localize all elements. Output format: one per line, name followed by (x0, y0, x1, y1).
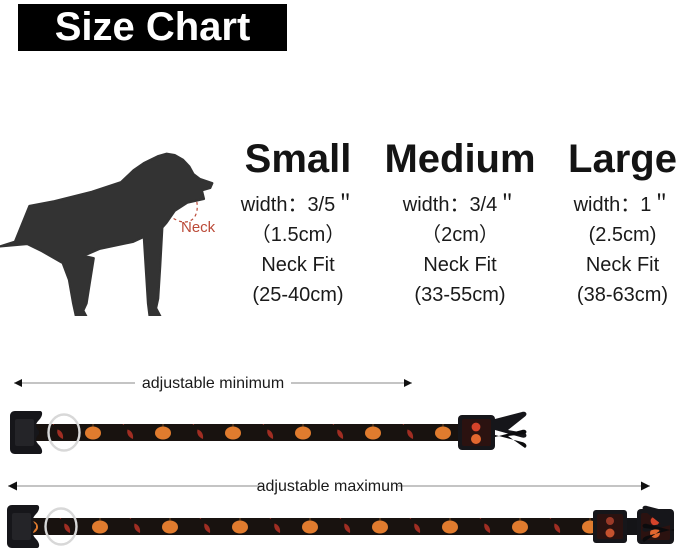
svg-text:adjustable maximum: adjustable maximum (257, 478, 404, 495)
svg-text:adjustable minimum: adjustable minimum (142, 375, 284, 392)
